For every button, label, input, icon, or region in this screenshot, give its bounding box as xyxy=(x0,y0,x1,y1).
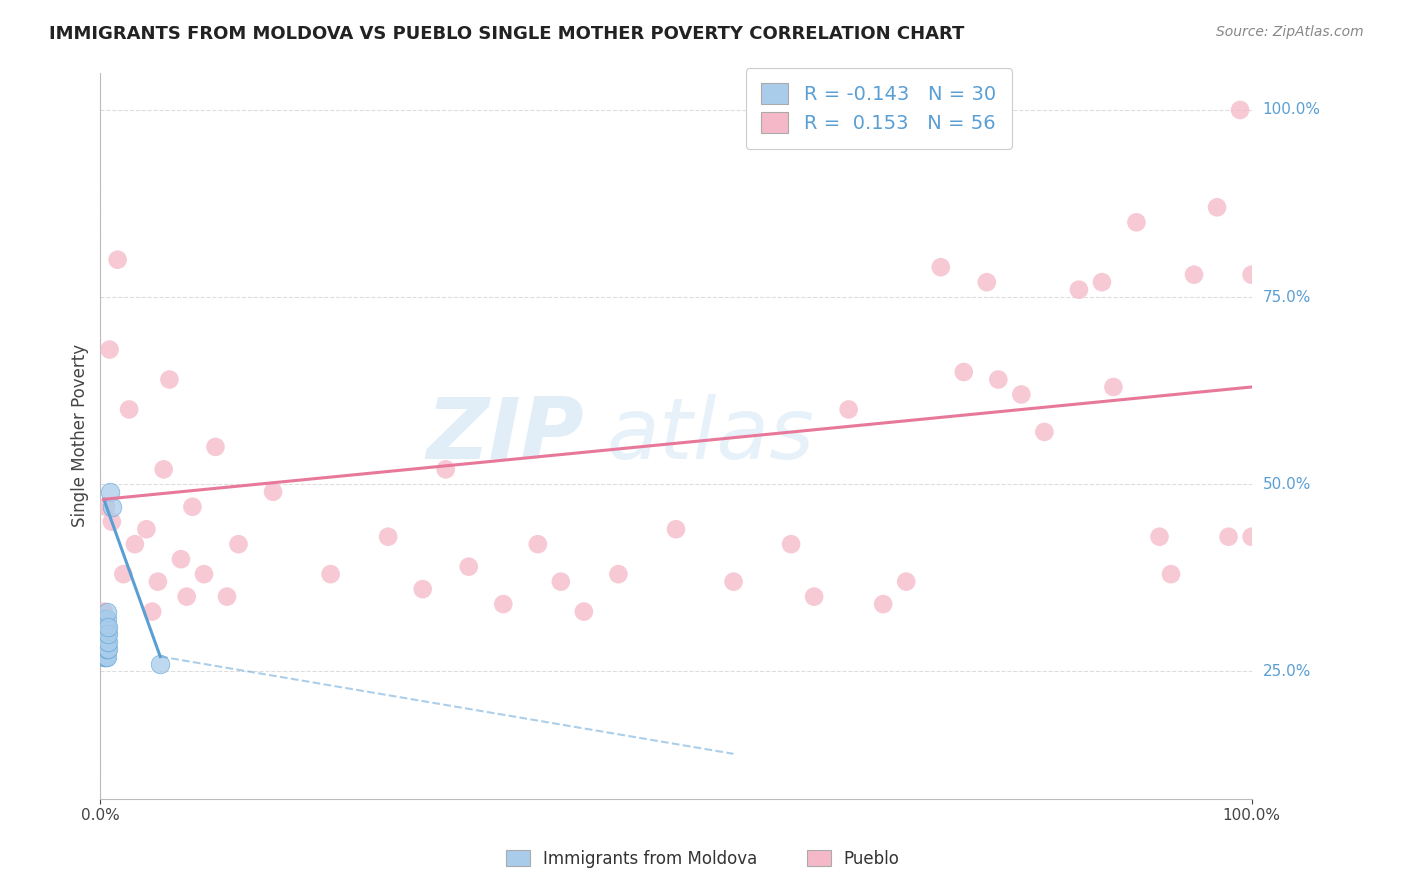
Point xyxy=(319,567,342,582)
Point xyxy=(96,627,118,641)
Point xyxy=(94,649,117,664)
Point xyxy=(93,612,115,626)
Y-axis label: Single Mother Poverty: Single Mother Poverty xyxy=(72,344,89,527)
Point xyxy=(118,402,141,417)
Point xyxy=(97,642,120,657)
Point xyxy=(572,605,595,619)
Point xyxy=(170,552,193,566)
Point xyxy=(94,634,117,648)
Point xyxy=(141,605,163,619)
Point xyxy=(1218,530,1240,544)
Point xyxy=(1240,268,1263,282)
Point xyxy=(838,402,860,417)
Point xyxy=(550,574,572,589)
Point xyxy=(176,590,198,604)
Point xyxy=(872,597,894,611)
Point xyxy=(107,252,129,267)
Point xyxy=(527,537,550,551)
Point xyxy=(94,627,117,641)
Text: Source: ZipAtlas.com: Source: ZipAtlas.com xyxy=(1216,25,1364,39)
Legend: R = -0.143   N = 30, R =  0.153   N = 56: R = -0.143 N = 30, R = 0.153 N = 56 xyxy=(745,68,1012,149)
Text: atlas: atlas xyxy=(607,394,815,477)
Text: 50.0%: 50.0% xyxy=(1263,477,1310,491)
Point xyxy=(96,642,118,657)
Point xyxy=(1149,530,1171,544)
Point xyxy=(93,634,115,648)
Point xyxy=(377,530,399,544)
Point xyxy=(159,372,181,386)
Point xyxy=(93,605,115,619)
Point xyxy=(1091,275,1114,289)
Point xyxy=(94,619,117,633)
Point xyxy=(146,574,169,589)
Point xyxy=(1240,530,1263,544)
Point xyxy=(952,365,974,379)
Legend: Immigrants from Moldova, Pueblo: Immigrants from Moldova, Pueblo xyxy=(499,844,907,875)
Point xyxy=(94,649,117,664)
Point xyxy=(94,642,117,657)
Point xyxy=(97,634,120,648)
Point xyxy=(1067,283,1090,297)
Point xyxy=(96,612,118,626)
Point xyxy=(193,567,215,582)
Point xyxy=(94,642,117,657)
Point xyxy=(97,619,120,633)
Point xyxy=(98,343,121,357)
Point xyxy=(94,627,117,641)
Point xyxy=(780,537,803,551)
Point xyxy=(152,462,174,476)
Point xyxy=(101,500,124,514)
Point xyxy=(665,522,688,536)
Point xyxy=(987,372,1010,386)
Point xyxy=(1033,425,1056,439)
Point xyxy=(803,590,825,604)
Point xyxy=(723,574,745,589)
Point xyxy=(896,574,918,589)
Point xyxy=(1102,380,1125,394)
Point xyxy=(149,657,172,671)
Point xyxy=(93,649,115,664)
Point xyxy=(112,567,135,582)
Point xyxy=(434,462,457,476)
Point xyxy=(93,642,115,657)
Text: ZIP: ZIP xyxy=(426,394,583,477)
Point xyxy=(1160,567,1182,582)
Point xyxy=(135,522,157,536)
Point xyxy=(94,500,117,514)
Point xyxy=(94,612,117,626)
Point xyxy=(929,260,952,275)
Point xyxy=(1010,387,1032,401)
Point xyxy=(94,634,117,648)
Point xyxy=(98,484,121,499)
Point xyxy=(492,597,515,611)
Point xyxy=(96,634,118,648)
Point xyxy=(96,649,118,664)
Point xyxy=(101,515,124,529)
Point xyxy=(204,440,226,454)
Point xyxy=(1206,200,1229,214)
Point xyxy=(215,590,238,604)
Point xyxy=(976,275,998,289)
Point xyxy=(607,567,630,582)
Point xyxy=(1125,215,1147,229)
Point xyxy=(1229,103,1251,117)
Point xyxy=(97,627,120,641)
Point xyxy=(96,619,118,633)
Point xyxy=(181,500,204,514)
Text: IMMIGRANTS FROM MOLDOVA VS PUEBLO SINGLE MOTHER POVERTY CORRELATION CHART: IMMIGRANTS FROM MOLDOVA VS PUEBLO SINGLE… xyxy=(49,25,965,43)
Point xyxy=(96,605,118,619)
Text: 75.0%: 75.0% xyxy=(1263,290,1310,305)
Text: 100.0%: 100.0% xyxy=(1263,103,1320,118)
Point xyxy=(412,582,434,596)
Point xyxy=(1182,268,1205,282)
Point xyxy=(228,537,250,551)
Point xyxy=(262,484,284,499)
Point xyxy=(93,627,115,641)
Text: 25.0%: 25.0% xyxy=(1263,664,1310,679)
Point xyxy=(124,537,146,551)
Point xyxy=(94,619,117,633)
Point xyxy=(457,559,479,574)
